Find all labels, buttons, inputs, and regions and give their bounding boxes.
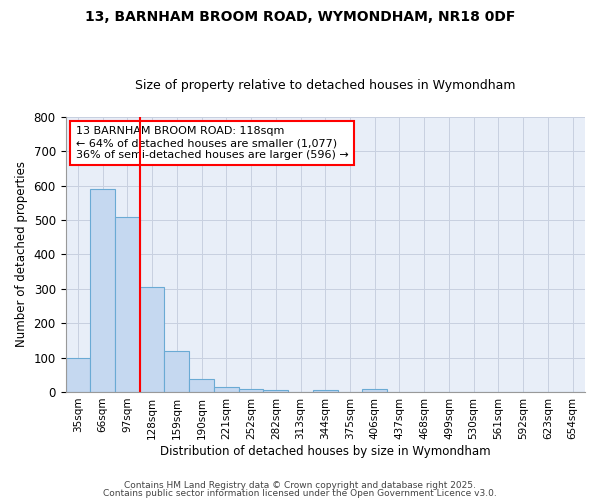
Bar	[189, 379, 214, 392]
Text: Contains public sector information licensed under the Open Government Licence v3: Contains public sector information licen…	[103, 488, 497, 498]
Y-axis label: Number of detached properties: Number of detached properties	[15, 162, 28, 348]
Bar	[263, 390, 288, 392]
Bar	[239, 389, 263, 392]
Bar	[214, 387, 239, 392]
Bar	[140, 287, 164, 392]
Bar	[164, 350, 189, 392]
Bar	[65, 358, 90, 392]
Bar	[362, 389, 387, 392]
Text: Contains HM Land Registry data © Crown copyright and database right 2025.: Contains HM Land Registry data © Crown c…	[124, 481, 476, 490]
Bar	[313, 390, 338, 392]
Text: 13 BARNHAM BROOM ROAD: 118sqm
← 64% of detached houses are smaller (1,077)
36% o: 13 BARNHAM BROOM ROAD: 118sqm ← 64% of d…	[76, 126, 349, 160]
Bar	[90, 189, 115, 392]
Bar	[115, 216, 140, 392]
Title: Size of property relative to detached houses in Wymondham: Size of property relative to detached ho…	[135, 79, 515, 92]
Text: 13, BARNHAM BROOM ROAD, WYMONDHAM, NR18 0DF: 13, BARNHAM BROOM ROAD, WYMONDHAM, NR18 …	[85, 10, 515, 24]
X-axis label: Distribution of detached houses by size in Wymondham: Distribution of detached houses by size …	[160, 444, 491, 458]
